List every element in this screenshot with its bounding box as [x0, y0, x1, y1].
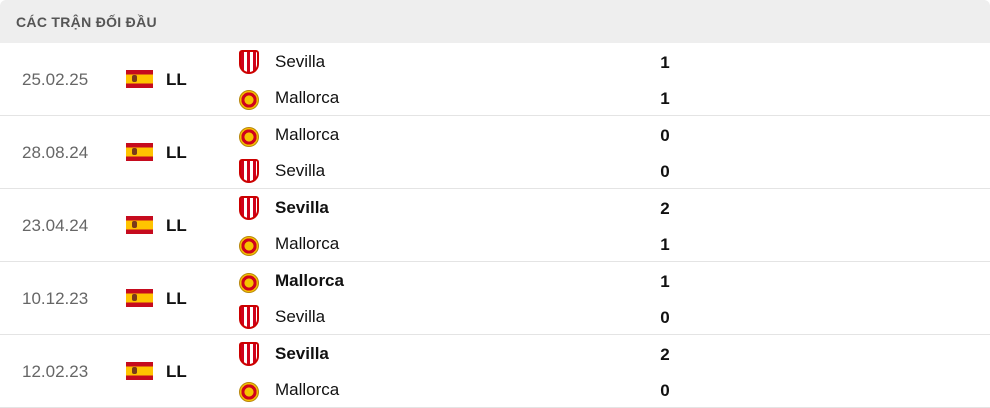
team-home[interactable]: Sevilla: [239, 44, 325, 80]
team-name: Mallorca: [275, 88, 340, 107]
team-name: Sevilla: [275, 307, 326, 326]
team-home[interactable]: Sevilla: [239, 190, 329, 226]
score-away: 0: [660, 308, 670, 327]
sevilla-logo-icon: [239, 196, 259, 220]
match-date: 10.12.23: [22, 289, 89, 308]
sevilla-logo-icon: [239, 305, 259, 329]
score-away: 0: [660, 162, 670, 181]
score-away: 1: [660, 89, 670, 108]
team-name: Mallorca: [275, 234, 340, 253]
team-away[interactable]: Mallorca: [239, 80, 339, 116]
league-label: LL: [166, 143, 187, 162]
match-date: 28.08.24: [22, 143, 89, 162]
match-row[interactable]: 12.02.23 LL Sevilla 2 Mallorca 0: [0, 335, 990, 408]
team-name: Sevilla: [275, 344, 329, 363]
team-home[interactable]: Mallorca: [239, 117, 339, 153]
spain-flag-icon: [126, 289, 153, 307]
match-date: 23.04.24: [22, 216, 89, 235]
spain-flag-icon: [126, 362, 153, 380]
score-home: 2: [660, 199, 670, 218]
mallorca-logo-icon: [239, 90, 259, 110]
match-row[interactable]: 28.08.24 LL Mallorca 0 Sevilla 0: [0, 116, 990, 189]
mallorca-logo-icon: [239, 127, 259, 147]
mallorca-logo-icon: [239, 236, 259, 256]
match-date: 25.02.25: [22, 70, 89, 89]
section-header: CÁC TRẬN ĐỐI ĐẦU: [0, 0, 990, 43]
sevilla-logo-icon: [239, 342, 259, 366]
team-name: Mallorca: [275, 125, 340, 144]
team-home[interactable]: Sevilla: [239, 336, 329, 372]
team-name: Sevilla: [275, 52, 326, 71]
league-label: LL: [166, 362, 187, 381]
score-away: 1: [660, 235, 670, 254]
team-name: Sevilla: [275, 161, 326, 180]
team-name: Mallorca: [275, 380, 340, 399]
team-name: Mallorca: [275, 271, 344, 290]
team-away[interactable]: Mallorca: [239, 372, 339, 408]
spain-flag-icon: [126, 143, 153, 161]
team-away[interactable]: Sevilla: [239, 153, 325, 189]
sevilla-logo-icon: [239, 50, 259, 74]
mallorca-logo-icon: [239, 382, 259, 402]
score-home: 1: [660, 53, 670, 72]
sevilla-logo-icon: [239, 159, 259, 183]
league-label: LL: [166, 216, 187, 235]
score-home: 2: [660, 345, 670, 364]
section-title: CÁC TRẬN ĐỐI ĐẦU: [16, 13, 157, 30]
score-away: 0: [660, 381, 670, 400]
mallorca-logo-icon: [239, 273, 259, 293]
league-label: LL: [166, 70, 187, 89]
match-list: 25.02.25 LL Sevilla 1 Mallorca 1 28.08.2…: [0, 43, 990, 408]
score-home: 1: [660, 272, 670, 291]
match-row[interactable]: 25.02.25 LL Sevilla 1 Mallorca 1: [0, 43, 990, 116]
team-home[interactable]: Mallorca: [239, 263, 344, 299]
match-date: 12.02.23: [22, 362, 89, 381]
team-away[interactable]: Mallorca: [239, 226, 339, 262]
league-label: LL: [166, 289, 187, 308]
match-row[interactable]: 23.04.24 LL Sevilla 2 Mallorca 1: [0, 189, 990, 262]
team-away[interactable]: Sevilla: [239, 299, 325, 335]
spain-flag-icon: [126, 216, 153, 234]
team-name: Sevilla: [275, 198, 329, 217]
match-row[interactable]: 10.12.23 LL Mallorca 1 Sevilla 0: [0, 262, 990, 335]
score-home: 0: [660, 126, 670, 145]
spain-flag-icon: [126, 70, 153, 88]
